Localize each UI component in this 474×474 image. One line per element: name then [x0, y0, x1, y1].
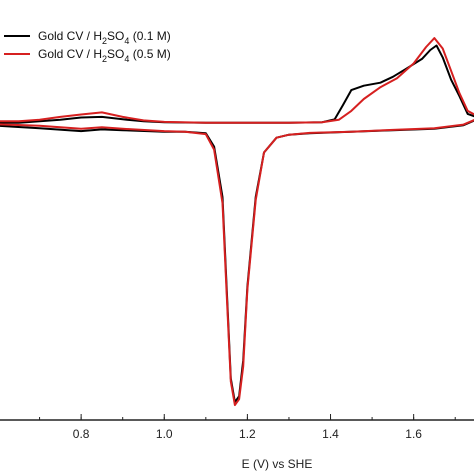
series-line-black-0-1m [0, 44, 474, 404]
legend-label: Gold CV / H2SO4 (0.1 M) [38, 29, 171, 46]
x-tick-label: 1.0 [156, 427, 173, 441]
x-tick-label: 1.6 [405, 427, 422, 441]
series-layer [0, 37, 474, 407]
x-tick-label: 0.8 [73, 427, 90, 441]
x-axis-title: E (V) vs SHE [242, 457, 313, 471]
plot-frame [0, 419, 474, 421]
plot-border [0, 419, 474, 421]
x-tick-label: 1.4 [322, 427, 339, 441]
series-line-red-0-5m [0, 37, 474, 407]
legend-label: Gold CV / H2SO4 (0.5 M) [38, 47, 171, 64]
legend: Gold CV / H2SO4 (0.1 M)Gold CV / H2SO4 (… [4, 29, 171, 64]
x-tick-label: 1.2 [239, 427, 256, 441]
x-axis-ticks: 0.8 1.0 1.2 1.4 1.6 [39, 414, 456, 441]
